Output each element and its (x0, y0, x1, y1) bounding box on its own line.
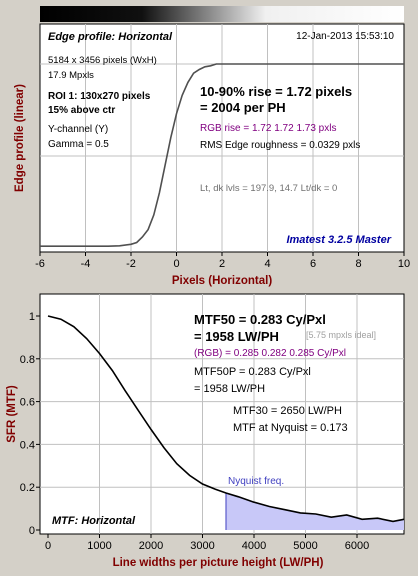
mtf-nyquist-line: MTF at Nyquist = 0.173 (233, 422, 348, 434)
ideal-note: [5.75 mpxls ideal] (306, 330, 376, 340)
mtf-y-tick-label: 0.2 (20, 482, 35, 494)
channel-line: Y-channel (Y) (48, 124, 108, 135)
rise-line-1: 10-90% rise = 1.72 pixels (200, 84, 352, 99)
edge-grid (40, 24, 404, 252)
nyquist-label: Nyquist freq. (228, 476, 284, 487)
mtf-x-axis-label: Line widths per picture height (LW/PH) (113, 557, 324, 569)
edge-info-line-2: 17.9 Mpxls (48, 70, 94, 81)
imatest-brand: Imatest 3.2.5 Master (286, 234, 391, 246)
mtf-y-tick-label: 0 (29, 525, 35, 537)
mtf-y-tick-label: 0.6 (20, 397, 35, 409)
mtf-title: MTF: Horizontal (52, 515, 136, 527)
edge-x-tick-label: -6 (35, 258, 45, 270)
mtf-x-tick-label: 4000 (242, 540, 266, 552)
mtf50-line-2: = 1958 LW/PH (194, 329, 279, 344)
light-dark-levels: Lt, dk lvls = 197.9, 14.7 Lt/dk = 0 (200, 183, 337, 194)
roi-line-2: 15% above ctr (48, 105, 115, 116)
edge-x-tick-label: -2 (126, 258, 136, 270)
mtf-x-tick-label: 0 (45, 540, 51, 552)
mtf50-line-1: MTF50 = 0.283 Cy/Pxl (194, 312, 326, 327)
mtf-x-tick-label: 3000 (190, 540, 214, 552)
mtf-y-tick-label: 0.4 (20, 439, 35, 451)
edge-x-tick-label: 2 (219, 258, 225, 270)
edge-y-axis-label: Edge profile (linear) (14, 84, 26, 192)
edge-title: Edge profile: Horizontal (48, 31, 173, 43)
mtf-y-tick-label: 0.8 (20, 354, 35, 366)
mtf-y-tick-label: 1 (29, 311, 35, 323)
mtf-beyond-nyquist-fill (226, 493, 404, 530)
mtf30-line: MTF30 = 2650 LW/PH (233, 405, 342, 417)
roi-line-1: ROI 1: 130x270 pixels (48, 91, 151, 102)
edge-x-tick-label: -4 (81, 258, 91, 270)
rgb-rise: RGB rise = 1.72 1.72 1.73 pxls (200, 123, 336, 134)
edge-profile-curve (40, 63, 404, 247)
edge-timestamp: 12-Jan-2013 15:53:10 (296, 31, 394, 42)
gamma-line: Gamma = 0.5 (48, 139, 109, 150)
mtf-x-tick-label: 5000 (293, 540, 317, 552)
mtf50p-line-1: MTF50P = 0.283 Cy/Pxl (194, 366, 311, 378)
edge-x-tick-label: 8 (355, 258, 361, 270)
mtf-y-ticks: 0 0.2 0.4 0.6 0.8 1 (20, 311, 40, 537)
edge-x-tick-label: 4 (264, 258, 270, 270)
edge-x-tick-label: 6 (310, 258, 316, 270)
edge-gradient-strip (40, 6, 404, 22)
edge-x-ticks: -6 -4 -2 0 2 4 6 8 10 (35, 252, 410, 270)
mtf-plot-area (39, 293, 405, 535)
edge-x-tick-label: 10 (398, 258, 410, 270)
edge-info-line-1: 5184 x 3456 pixels (WxH) (48, 55, 157, 66)
mtf-x-tick-label: 6000 (345, 540, 369, 552)
rise-line-2: = 2004 per PH (200, 100, 286, 115)
edge-x-axis-label: Pixels (Horizontal) (172, 275, 272, 287)
mtf50p-line-2: = 1958 LW/PH (194, 383, 265, 395)
edge-x-tick-label: 0 (173, 258, 179, 270)
mtf-y-axis-label: SFR (MTF) (6, 385, 18, 443)
mtf-grid (40, 294, 404, 534)
mtf-x-ticks: 0 1000 2000 3000 4000 5000 6000 (45, 534, 369, 552)
mtf-curve (47, 315, 405, 523)
mtf-x-tick-label: 1000 (87, 540, 111, 552)
edge-roughness: RMS Edge roughness = 0.0329 pxls (200, 140, 360, 151)
mtf-x-tick-label: 2000 (139, 540, 163, 552)
mtf-rgb-line: (RGB) = 0.285 0.282 0.285 Cy/Pxl (194, 348, 346, 359)
